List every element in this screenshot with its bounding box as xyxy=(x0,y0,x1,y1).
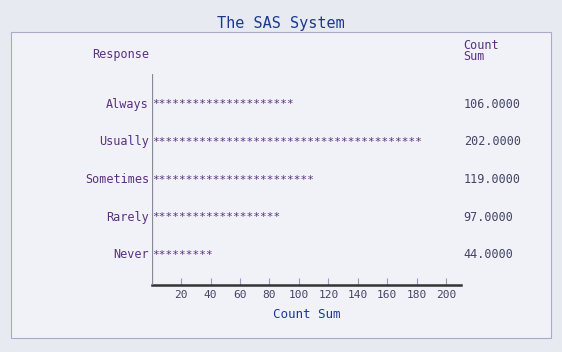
Text: 44.0000: 44.0000 xyxy=(464,249,514,262)
Text: *******************: ******************* xyxy=(152,212,280,222)
Text: 202.0000: 202.0000 xyxy=(464,135,520,148)
Text: 106.0000: 106.0000 xyxy=(464,98,520,111)
Text: *********: ********* xyxy=(152,250,212,260)
X-axis label: Count Sum: Count Sum xyxy=(273,308,340,321)
Text: 97.0000: 97.0000 xyxy=(464,211,514,224)
Bar xyxy=(11,32,551,338)
Text: Usually: Usually xyxy=(99,135,149,148)
Text: Count: Count xyxy=(464,39,499,52)
Text: 119.0000: 119.0000 xyxy=(464,173,520,186)
Text: Response: Response xyxy=(92,48,149,61)
Text: ****************************************: **************************************** xyxy=(152,137,422,147)
Text: Rarely: Rarely xyxy=(106,211,149,224)
Text: Never: Never xyxy=(114,249,149,262)
Text: Sum: Sum xyxy=(464,50,485,63)
Text: ************************: ************************ xyxy=(152,175,314,184)
Text: Sometimes: Sometimes xyxy=(85,173,149,186)
Text: Always: Always xyxy=(106,98,149,111)
Text: *********************: ********************* xyxy=(152,99,293,109)
Text: The SAS System: The SAS System xyxy=(217,16,345,31)
